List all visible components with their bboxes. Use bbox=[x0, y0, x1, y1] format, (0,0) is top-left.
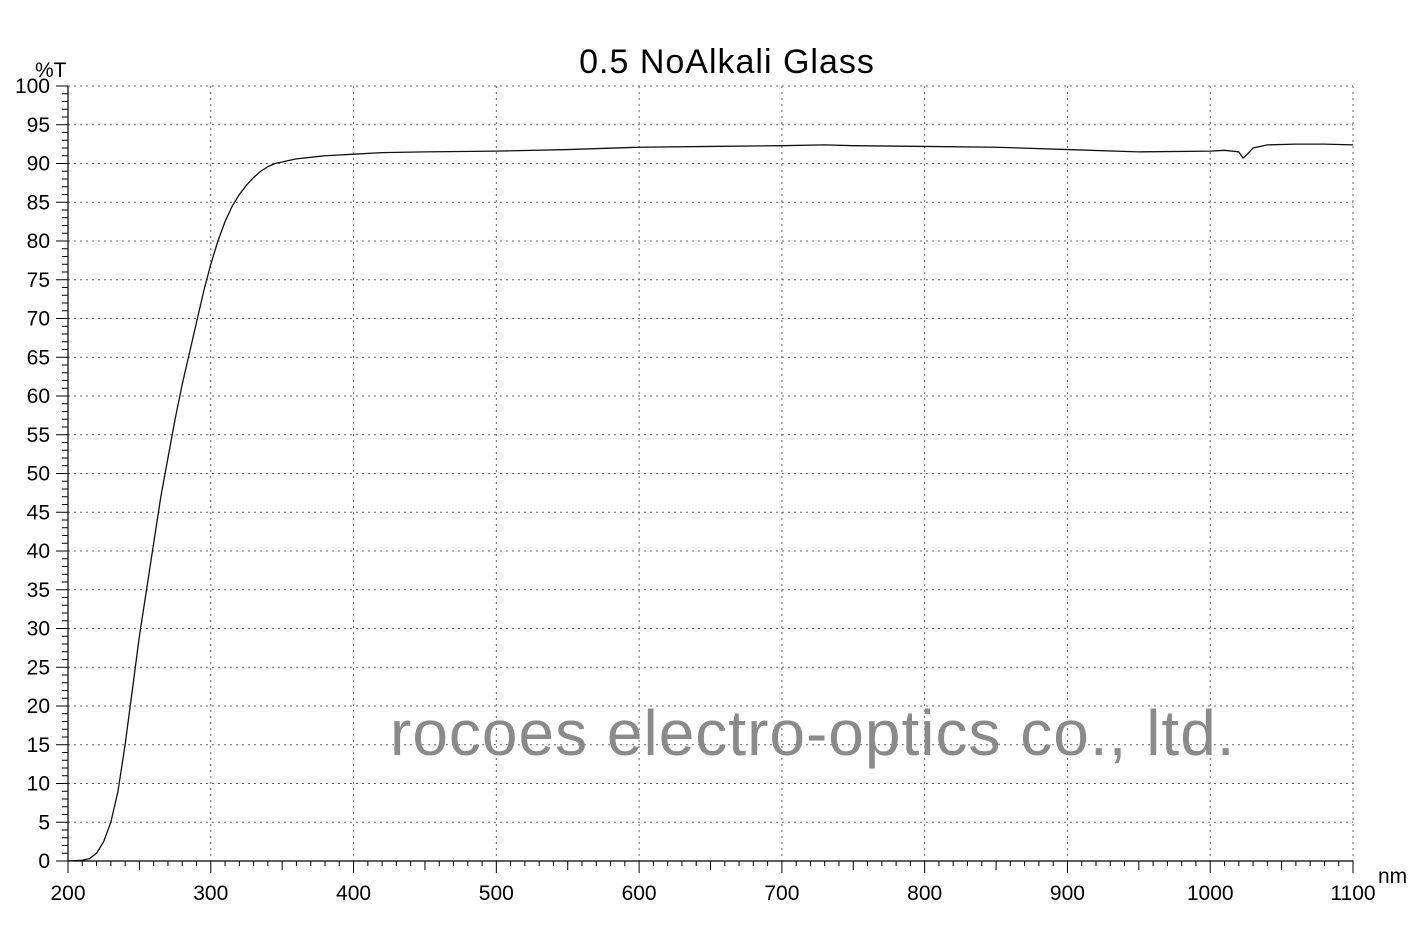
watermark: rocoes electro-optics co., ltd. bbox=[390, 697, 1236, 769]
y-tick-label-0: 0 bbox=[38, 850, 50, 873]
x-tick-label-1000: 1000 bbox=[1187, 882, 1234, 905]
transmittance-series-line-0 bbox=[67, 143, 1354, 862]
x-tick-label-700: 700 bbox=[764, 882, 799, 905]
y-tick-label-25: 25 bbox=[27, 656, 50, 679]
y-tick-label-85: 85 bbox=[27, 191, 50, 214]
y-tick-label-55: 55 bbox=[27, 424, 50, 447]
x-axis-label: nm bbox=[1378, 865, 1407, 888]
y-tick-label-40: 40 bbox=[27, 540, 50, 563]
y-tick-label-60: 60 bbox=[27, 385, 50, 408]
tick-marks bbox=[56, 85, 1354, 873]
y-tick-label-5: 5 bbox=[38, 811, 50, 834]
y-tick-label-70: 70 bbox=[27, 308, 50, 331]
y-axis-label: %T bbox=[35, 59, 67, 82]
chart-title: 0.5 NoAlkali Glass bbox=[579, 43, 875, 81]
y-tick-label-35: 35 bbox=[27, 579, 50, 602]
y-tick-label-10: 10 bbox=[27, 773, 50, 796]
series bbox=[67, 143, 1354, 862]
y-tick-label-30: 30 bbox=[27, 618, 50, 641]
y-tick-label-90: 90 bbox=[27, 153, 50, 176]
x-tick-label-500: 500 bbox=[479, 882, 514, 905]
y-tick-label-20: 20 bbox=[27, 695, 50, 718]
y-tick-label-15: 15 bbox=[27, 734, 50, 757]
x-tick-label-400: 400 bbox=[336, 882, 371, 905]
y-tick-label-100: 100 bbox=[15, 75, 50, 98]
x-tick-label-900: 900 bbox=[1050, 882, 1085, 905]
grid bbox=[68, 85, 1354, 861]
x-tick-label-1100: 1100 bbox=[1330, 882, 1375, 905]
y-tick-label-65: 65 bbox=[27, 346, 50, 369]
tick-labels: 0 5 10 15 20 25 30 35 40 45 50 55 60 65 70 75 80 85 90 95 10… bbox=[15, 75, 1376, 905]
x-tick-label-800: 800 bbox=[907, 882, 942, 905]
x-tick-label-600: 600 bbox=[622, 882, 657, 905]
x-tick-label-200: 200 bbox=[50, 882, 85, 905]
x-tick-label-300: 300 bbox=[193, 882, 228, 905]
y-tick-label-75: 75 bbox=[27, 269, 50, 292]
y-tick-label-45: 45 bbox=[27, 501, 50, 524]
y-tick-label-80: 80 bbox=[27, 230, 50, 253]
y-tick-label-95: 95 bbox=[27, 114, 50, 137]
y-tick-label-50: 50 bbox=[27, 463, 50, 486]
